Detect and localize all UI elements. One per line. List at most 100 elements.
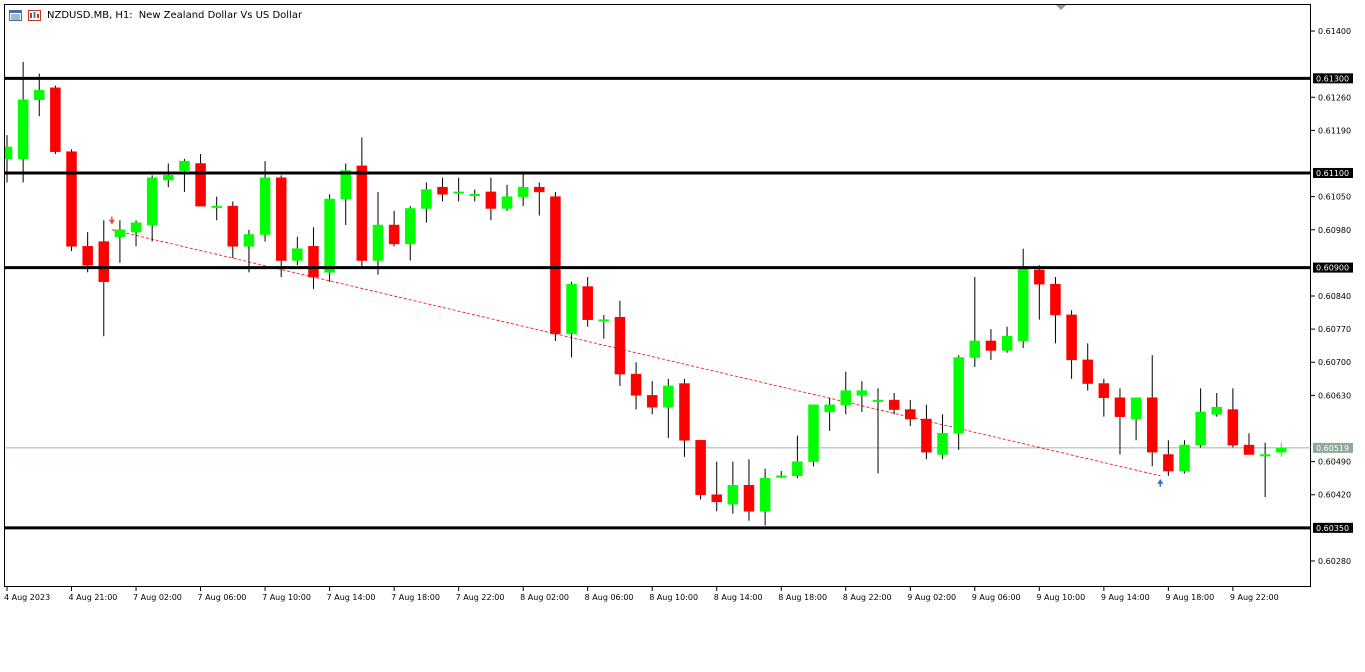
x-tick-label: 9 Aug 14:00	[1101, 593, 1150, 602]
bear-candle[interactable]	[308, 246, 319, 278]
bull-candle[interactable]	[953, 357, 964, 434]
bull-candle[interactable]	[259, 177, 271, 235]
chart-frame[interactable]	[4, 4, 1311, 587]
trendline[interactable]	[111, 229, 1161, 477]
bear-candle[interactable]	[356, 165, 368, 261]
bear-candle[interactable]	[82, 246, 93, 266]
bull-candle[interactable]	[517, 186, 529, 197]
chart-window-icon[interactable]	[9, 9, 22, 21]
bull-candle[interactable]	[1017, 267, 1029, 342]
y-tick-label: 0.60280	[1318, 557, 1351, 566]
x-tick-label: 7 Aug 10:00	[262, 593, 311, 602]
y-tick-label: 0.61190	[1318, 126, 1351, 135]
bear-candle[interactable]	[888, 399, 900, 410]
bull-candle[interactable]	[243, 234, 255, 247]
level-price-label: 0.61300	[1316, 74, 1349, 83]
bear-candle[interactable]	[985, 340, 997, 351]
bear-candle[interactable]	[437, 186, 448, 195]
bear-candle[interactable]	[50, 87, 61, 152]
bull-candle[interactable]	[211, 205, 222, 208]
bull-candle[interactable]	[163, 175, 174, 181]
bull-candle[interactable]	[405, 208, 416, 245]
bull-candle[interactable]	[566, 283, 577, 335]
bull-candle[interactable]	[1276, 447, 1287, 453]
bull-candle[interactable]	[1259, 454, 1271, 457]
bear-candle[interactable]	[905, 409, 916, 420]
bull-candle[interactable]	[421, 189, 432, 209]
bear-candle[interactable]	[1034, 269, 1045, 285]
bull-candle[interactable]	[324, 198, 335, 273]
bear-candle[interactable]	[195, 163, 206, 207]
bull-candle[interactable]	[1179, 444, 1190, 472]
bull-candle[interactable]	[469, 194, 481, 197]
bull-candle[interactable]	[372, 224, 384, 261]
bear-candle[interactable]	[275, 177, 287, 261]
bear-candle[interactable]	[1114, 397, 1126, 417]
bull-candle[interactable]	[775, 475, 787, 478]
x-tick-label: 9 Aug 02:00	[907, 593, 956, 602]
bear-candle[interactable]	[1243, 444, 1255, 455]
x-tick-label: 8 Aug 18:00	[778, 593, 827, 602]
bull-candle[interactable]	[340, 170, 351, 200]
bear-candle[interactable]	[582, 286, 593, 320]
bear-candle[interactable]	[1146, 397, 1158, 453]
bull-candle[interactable]	[824, 404, 835, 413]
bear-candle[interactable]	[227, 205, 239, 247]
bull-candle[interactable]	[808, 404, 819, 462]
bear-candle[interactable]	[1082, 359, 1093, 384]
bear-candle[interactable]	[1098, 383, 1110, 398]
x-tick-label: 8 Aug 10:00	[649, 593, 698, 602]
bear-candle[interactable]	[485, 191, 497, 209]
bear-candle[interactable]	[679, 383, 690, 441]
bull-candle[interactable]	[1195, 411, 1206, 446]
bull-candle[interactable]	[114, 229, 126, 238]
bear-candle[interactable]	[614, 317, 626, 375]
bull-candle[interactable]	[856, 390, 868, 396]
bear-candle[interactable]	[388, 224, 400, 245]
bull-candle[interactable]	[1130, 397, 1142, 420]
bear-candle[interactable]	[550, 196, 561, 335]
bear-candle[interactable]	[1163, 454, 1174, 472]
bear-candle[interactable]	[921, 418, 932, 453]
bear-candle[interactable]	[1227, 409, 1239, 446]
bull-candle[interactable]	[872, 399, 884, 402]
bull-candle[interactable]	[663, 385, 674, 408]
bull-candle[interactable]	[501, 196, 513, 209]
bull-candle[interactable]	[598, 319, 610, 322]
bull-candle[interactable]	[130, 222, 142, 233]
x-tick-label: 7 Aug 02:00	[133, 593, 182, 602]
bear-candle[interactable]	[1066, 314, 1077, 361]
bear-candle[interactable]	[695, 440, 706, 495]
bull-candle[interactable]	[969, 340, 981, 358]
bear-candle[interactable]	[646, 395, 658, 408]
y-tick-label: 0.61400	[1318, 27, 1351, 36]
chart-type-icon[interactable]	[28, 9, 41, 21]
bull-candle[interactable]	[34, 89, 45, 100]
level-price-label-bg	[1313, 522, 1353, 533]
bull-candle[interactable]	[179, 160, 190, 171]
bull-candle[interactable]	[17, 99, 29, 160]
bear-candle[interactable]	[711, 494, 722, 503]
bull-candle[interactable]	[759, 477, 771, 512]
bear-candle[interactable]	[534, 186, 545, 193]
bull-candle[interactable]	[1211, 406, 1222, 415]
bull-candle[interactable]	[727, 485, 739, 505]
y-tick-label: 0.60980	[1318, 226, 1351, 235]
bear-candle[interactable]	[630, 373, 642, 396]
bull-candle[interactable]	[840, 390, 852, 406]
bear-candle[interactable]	[98, 241, 110, 283]
chart-shift-marker[interactable]	[1056, 5, 1066, 10]
level-price-label: 0.60350	[1316, 524, 1349, 533]
bull-candle[interactable]	[292, 248, 303, 261]
bear-candle[interactable]	[1050, 283, 1061, 316]
bull-candle[interactable]	[792, 461, 803, 477]
bear-candle[interactable]	[743, 485, 755, 512]
bull-candle[interactable]	[937, 432, 948, 455]
bull-candle[interactable]	[146, 177, 158, 226]
bear-candle[interactable]	[66, 151, 77, 247]
bull-candle[interactable]	[1001, 335, 1013, 351]
x-tick-label: 8 Aug 14:00	[714, 593, 763, 602]
bull-candle[interactable]	[453, 191, 464, 194]
bull-candle[interactable]	[2, 146, 13, 160]
